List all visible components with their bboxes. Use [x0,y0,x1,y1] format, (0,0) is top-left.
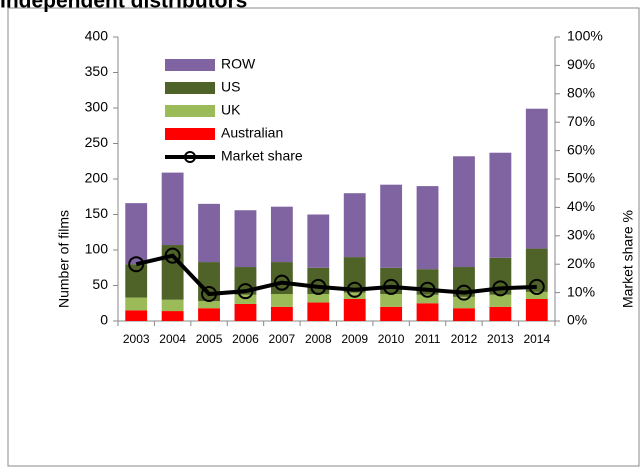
bar-segment [270,206,293,263]
line-marker [310,278,327,295]
bar-segment [343,298,366,321]
bar-segment [343,193,366,258]
bar-segment [198,308,220,321]
bar-segment [489,306,512,321]
y-tick-label: 350 [85,63,109,79]
bar-segment [525,291,548,299]
legend-swatch [165,128,215,140]
bar-segment [307,302,330,321]
bar-segment [525,248,548,292]
bar-segment [453,156,475,268]
y-tick-label: 50 [92,276,108,292]
bar-segment [489,152,512,258]
y2-tick-label: 10% [567,283,595,299]
y-tick-label: 250 [85,134,109,150]
y-tick-label: 200 [85,170,109,186]
line-marker [237,283,254,300]
x-tick-label: 2014 [523,332,550,346]
bar-segment [125,310,148,321]
x-tick-label: 2009 [341,332,368,346]
bar-segment [125,203,148,265]
bar-segment [234,303,257,321]
x-tick-label: 2007 [269,332,296,346]
x-tick-label: 2006 [232,332,259,346]
legend-swatch [165,105,215,117]
line-marker [164,247,181,264]
bar-segment [416,303,439,321]
bar-segment [125,297,148,311]
y-tick-label: 0 [100,312,108,328]
y-tick-label: 300 [85,99,109,115]
line-marker [383,278,400,295]
line-marker [419,281,436,298]
line-marker [455,284,472,301]
y-tick-label: 400 [85,28,109,44]
bar-segment [343,257,366,293]
chart-title: Independent distributors [0,0,247,13]
bar-segment [307,294,330,303]
y2-tick-label: 60% [567,141,595,157]
legend-swatch [165,59,215,71]
x-tick-label: 2013 [487,332,514,346]
line-marker [273,274,290,291]
bar-segment [525,298,548,321]
line-marker [201,286,218,303]
legend-label: Australian [221,125,283,141]
line-marker [492,280,509,297]
bar-segment [234,210,257,268]
legend-marker [184,151,196,163]
y-axis-label: Number of films [56,210,72,308]
bar-segment [380,184,403,268]
legend-label: US [221,79,240,95]
bar-segment [270,306,293,321]
chart-frame [7,7,640,467]
bar-segment [489,294,512,307]
legend-label: Market share [221,148,303,164]
x-tick-label: 2011 [415,332,441,346]
x-tick-label: 2012 [451,332,478,346]
bar-segment [161,299,184,312]
line-marker [128,256,145,273]
y2-tick-label: 80% [567,85,595,101]
bar-segment [380,294,403,307]
bar-segment [270,294,293,307]
line-marker [528,278,545,295]
y2-tick-label: 100% [567,28,603,44]
y-tick-label: 150 [85,205,109,221]
legend-swatch [165,82,215,94]
legend-label: ROW [221,56,256,72]
y2-tick-label: 30% [567,227,595,243]
bar-segment [380,306,403,321]
y2-tick-label: 70% [567,113,595,129]
legend-label: UK [221,102,241,118]
y2-tick-label: 40% [567,198,595,214]
bar-segment [198,301,220,309]
x-tick-label: 2004 [159,332,186,346]
bar-segment [416,294,439,304]
bar-segment [161,172,184,246]
line-marker [346,281,363,298]
bar-segment [416,186,439,270]
y2-tick-label: 50% [567,170,595,186]
x-tick-label: 2003 [123,332,150,346]
bar-segment [307,214,330,268]
x-tick-label: 2008 [305,332,332,346]
bar-segment [234,294,257,304]
bar-segment [453,308,475,321]
bar-segment [453,296,475,309]
y2-tick-label: 20% [567,255,595,271]
y2-axis-label: Market share % [620,210,636,308]
bar-segment [161,311,184,321]
x-tick-label: 2005 [196,332,223,346]
y-tick-label: 100 [85,241,109,257]
bar-segment [198,203,220,263]
y2-tick-label: 0% [567,312,587,328]
line-series [135,253,537,297]
x-tick-label: 2010 [378,332,405,346]
bar-segment [161,245,184,300]
bar-segment [525,108,548,249]
bar-segment [125,264,148,298]
y2-tick-label: 90% [567,56,595,72]
